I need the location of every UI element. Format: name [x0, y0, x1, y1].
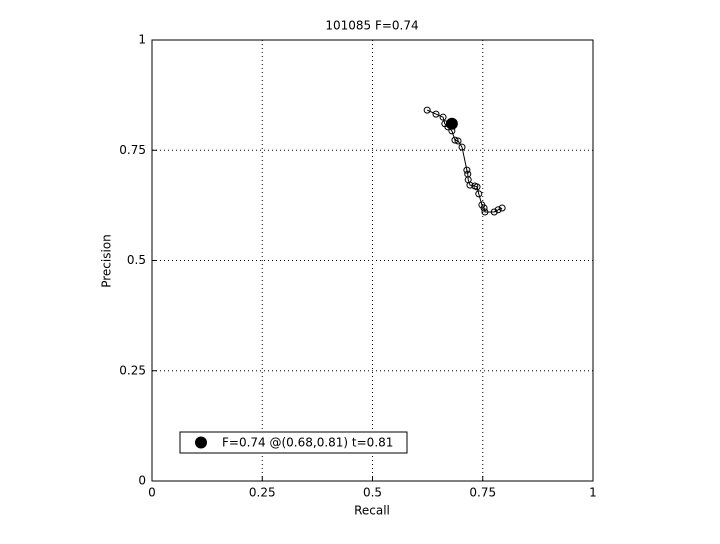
point-marker [458, 143, 466, 151]
point-marker [481, 208, 489, 216]
x-axis-label: Recall [354, 504, 390, 518]
x-tick-label: 0 [148, 486, 156, 500]
point-marker [463, 166, 471, 174]
point-marker [439, 113, 447, 121]
point-marker [454, 137, 462, 145]
point-marker [423, 106, 431, 114]
point-marker [473, 183, 481, 191]
y-tick-label: 0.75 [119, 143, 146, 157]
y-tick-label: 0 [138, 474, 146, 488]
y-tick-label: 1 [138, 33, 146, 47]
y-tick-label: 0.25 [119, 363, 146, 377]
chart-title: 101085 F=0.74 [325, 19, 418, 33]
point-marker [475, 190, 483, 198]
point-marker [451, 136, 459, 144]
legend-label: F=0.74 @(0.68,0.81) t=0.81 [222, 436, 393, 450]
point-marker [480, 204, 488, 212]
point-marker [432, 110, 440, 118]
x-tick-label: 0.25 [249, 486, 276, 500]
legend-box [179, 431, 408, 454]
point-marker [490, 208, 498, 216]
y-tick-label: 0.5 [127, 253, 146, 267]
x-tick-label: 0.75 [469, 486, 496, 500]
point-marker [498, 204, 506, 212]
x-tick-label: 0.5 [363, 486, 382, 500]
point-marker [466, 181, 474, 189]
point-marker [494, 206, 502, 214]
best-point [445, 117, 458, 130]
y-axis-label: Precision [100, 234, 114, 288]
legend-marker [195, 436, 207, 449]
x-tick-label: 1 [589, 486, 597, 500]
